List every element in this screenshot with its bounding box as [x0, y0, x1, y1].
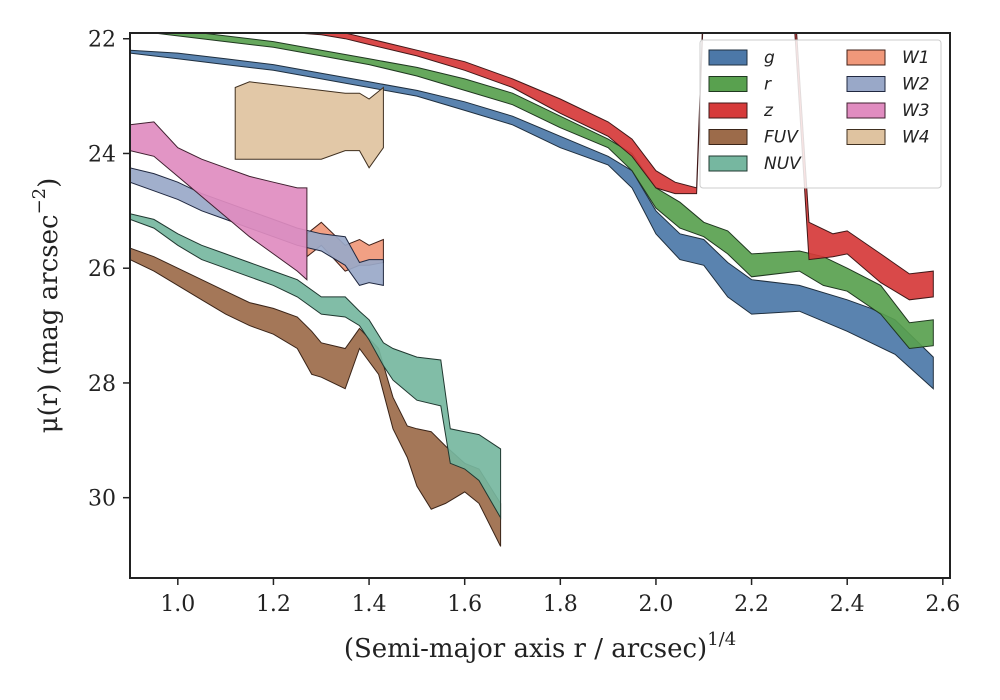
legend-label-w3: W3: [902, 101, 930, 121]
band-r: [149, 33, 934, 350]
legend: grz FUV NUV W1 W2 W3 W4: [699, 39, 942, 189]
y-tick-label: 24: [88, 142, 116, 167]
legend-label-g: g: [764, 48, 775, 68]
x-tick-label: 2.0: [638, 592, 673, 617]
y-tick-label: 22: [88, 28, 116, 53]
x-axis-label-exponent: 1/4: [707, 629, 736, 650]
band-w4: [234, 81, 384, 169]
legend-label-w1: W1: [902, 48, 930, 68]
legend-swatch-g: [708, 49, 748, 66]
legend-label-nuv: NUV: [764, 154, 802, 174]
x-tick-label: 2.4: [830, 592, 865, 617]
ticks-layer: 1.01.21.41.61.82.02.22.42.6202224262830: [88, 28, 960, 617]
x-tick-label: 1.2: [256, 592, 291, 617]
y-axis-label-exponent: −2: [29, 188, 50, 215]
x-axis-label-main: (Semi-major axis r / arcsec): [344, 634, 707, 664]
y-tick-label: 30: [88, 487, 116, 512]
x-tick-label: 1.0: [160, 592, 195, 617]
x-tick-label: 2.2: [734, 592, 769, 617]
legend-swatch-w1: [846, 49, 886, 66]
y-axis-label: μ(r) (mag arcsec−2): [29, 178, 64, 434]
x-axis-label: (Semi-major axis r / arcsec)1/4: [344, 629, 736, 664]
legend-swatch-z: [708, 102, 748, 119]
legend-label-z: z: [763, 101, 774, 121]
band-g: [130, 49, 934, 390]
x-tick-label: 1.4: [352, 592, 387, 617]
band-w3: [130, 121, 308, 281]
plot-frame: [129, 32, 951, 579]
y-axis-label-suffix: ): [34, 178, 64, 188]
legend-swatch-nuv: [708, 155, 748, 172]
x-tick-label: 1.6: [447, 592, 482, 617]
y-axis-label-main: μ(r) (mag arcsec: [34, 214, 64, 433]
y-tick-label: 28: [88, 372, 116, 397]
band-nuv: [130, 213, 502, 520]
legend-swatch-fuv: [708, 129, 748, 145]
legend-swatch-w2: [846, 76, 886, 92]
band-z: [294, 33, 934, 301]
legend-swatch-r: [708, 76, 748, 92]
band-fuv: [130, 247, 502, 547]
x-tick-label: 1.8: [543, 592, 578, 617]
legend-swatch-w3: [846, 102, 886, 119]
y-tick-label: 26: [88, 257, 116, 282]
legend-label-w4: W4: [902, 128, 930, 148]
legend-swatch-w4: [846, 129, 886, 145]
x-tick-label: 2.6: [925, 592, 960, 617]
legend-label-w2: W2: [902, 75, 930, 95]
series-layer: [130, 33, 934, 547]
legend-label-fuv: FUV: [764, 128, 799, 148]
legend-label-r: r: [764, 75, 772, 95]
